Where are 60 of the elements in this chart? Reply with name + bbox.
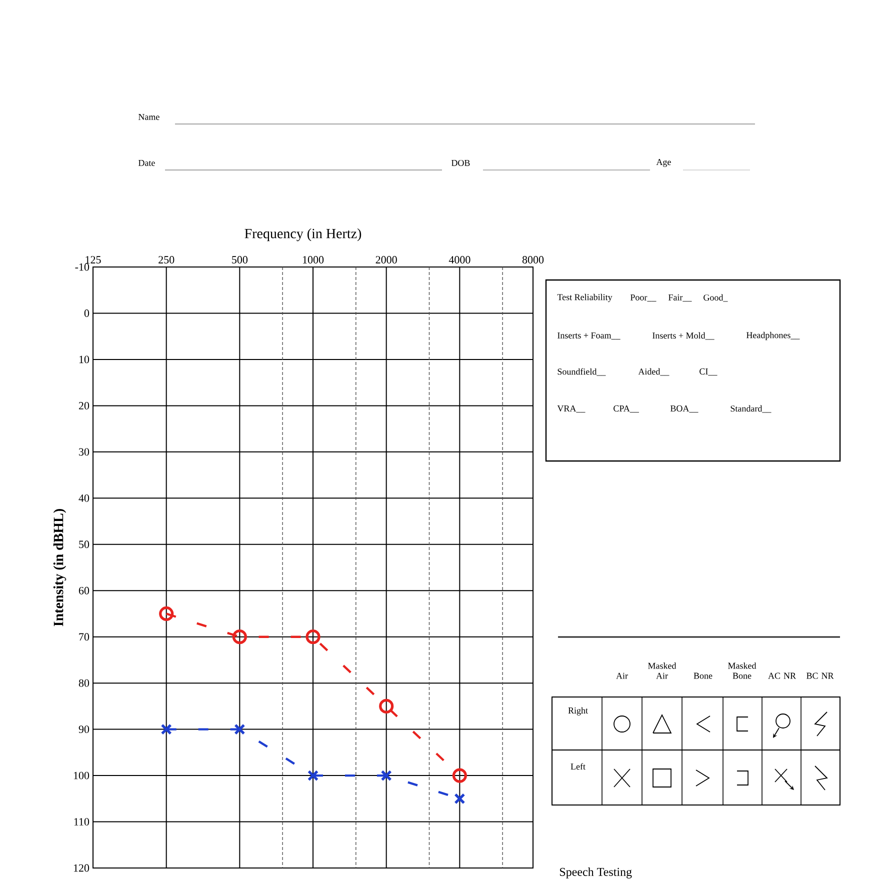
x-tick-label: 250 [158,256,174,264]
x-tick-label: 2000 [376,256,397,264]
point [454,793,466,804]
point [306,630,320,644]
text: CPA__ [614,405,639,413]
y-tick-label: 10 [79,356,90,364]
x-tick-label: 8000 [522,256,544,264]
text: Name [138,114,160,120]
text: Test Reliability [557,294,612,302]
text: Right [568,707,588,716]
x-tick-label: 125 [86,256,101,264]
x-tick-label: 500 [232,256,248,264]
y-tick-label: -10 [75,263,90,271]
x-tick-label: 4000 [448,256,470,264]
text: Soundfield__ [558,368,606,376]
text: Standard__ [730,405,772,413]
x-tick-label: 1000 [302,256,324,264]
text: Inserts + Mold__ [652,332,714,340]
text: CI__ [700,368,718,376]
point [452,768,467,783]
text: Speech Testing [560,868,632,878]
y-tick-label: 50 [79,540,90,548]
text: Inserts + Foam__ [558,332,620,340]
y-tick-label: 40 [78,494,90,502]
point [159,606,174,622]
text: Bone [694,672,712,679]
text: Age [656,159,671,167]
x-axis-title: Frequency (in Hertz) [244,228,362,242]
y-tick-label: 60 [78,586,90,594]
text: Aided__ [638,368,670,376]
text: VRA__ [557,405,586,413]
point [307,770,319,782]
text: Poor__ [630,294,656,302]
y-tick-label: 30 [79,448,90,456]
point [379,698,394,714]
y-axis-title: Intensity (in dBHL) [53,509,66,626]
point [232,630,247,644]
point [380,770,392,782]
y-tick-label: 20 [78,402,90,410]
text: Date [138,160,155,166]
y-tick-label: 70 [79,633,90,641]
y-tick-label: 120 [74,864,90,872]
text: Masked Bone [728,662,756,679]
text: Air [616,672,628,679]
text: BOA__ [670,405,698,413]
text: Headphones__ [746,332,800,340]
y-tick-label: 0 [84,310,90,317]
text: Fair__ [668,294,692,302]
text: Masked Air [648,662,676,679]
text: DOB [451,160,470,166]
y-tick-label: 110 [74,818,90,826]
text: BC NR [806,672,834,679]
y-tick-label: 90 [78,726,90,734]
point [160,724,172,735]
text: Good_ [704,294,728,302]
text: AC NR [768,672,796,679]
y-tick-label: 100 [74,772,90,780]
point [234,724,246,735]
y-tick-label: 80 [78,679,90,687]
text: Left [570,763,586,770]
